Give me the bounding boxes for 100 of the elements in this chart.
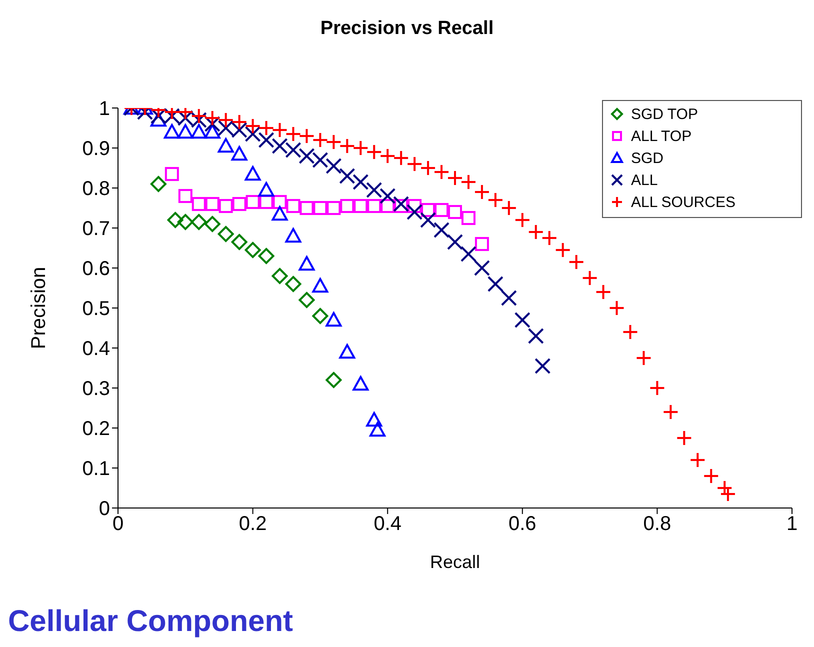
y-tick-label: 0.8: [82, 178, 110, 200]
y-axis-title: Precision: [28, 266, 50, 350]
point: [352, 140, 369, 156]
point: [164, 167, 179, 181]
point: [339, 344, 356, 359]
point: [204, 216, 220, 232]
point: [487, 276, 504, 292]
legend-label: ALL TOP: [631, 128, 692, 144]
point: [244, 118, 261, 134]
point: [380, 188, 396, 204]
point: [366, 412, 382, 427]
point: [636, 350, 652, 366]
point: [366, 182, 382, 198]
point: [339, 168, 356, 184]
point: [434, 203, 449, 217]
point: [164, 108, 180, 124]
point: [622, 324, 638, 340]
point: [258, 248, 274, 264]
point: [326, 134, 342, 150]
point: [150, 176, 166, 192]
point: [218, 112, 234, 128]
point: [204, 116, 220, 132]
point: [380, 199, 395, 213]
point: [272, 268, 288, 284]
y-tick-label: 0.4: [82, 338, 110, 360]
y-tick-label: 1: [98, 98, 110, 120]
point: [258, 132, 274, 148]
point: [380, 148, 396, 164]
x-tick-label: 0.4: [374, 513, 402, 536]
point: [394, 199, 408, 213]
point: [393, 196, 410, 212]
point: [272, 195, 287, 209]
point: [367, 199, 382, 213]
point: [298, 256, 315, 271]
x-axis-title: Recall: [430, 552, 480, 572]
point: [662, 404, 679, 420]
point: [204, 110, 220, 126]
point: [434, 222, 450, 238]
point: [177, 214, 194, 230]
point: [500, 290, 517, 306]
point: [408, 199, 422, 213]
point: [649, 380, 666, 396]
point: [164, 124, 180, 139]
point: [447, 234, 463, 250]
x-tick-label: 0.8: [643, 513, 672, 536]
y-tick-label: 0.3: [82, 378, 110, 400]
point: [298, 128, 315, 144]
point: [177, 110, 194, 126]
point: [514, 312, 530, 328]
point: [541, 230, 558, 246]
legend-label: SGD TOP: [631, 106, 698, 122]
point: [420, 212, 436, 228]
y-tick-label: 0.7: [82, 218, 110, 240]
y-tick-label: 0: [98, 498, 110, 520]
point: [231, 146, 248, 161]
point: [676, 430, 692, 446]
point: [246, 195, 260, 209]
point: [272, 122, 288, 138]
point: [204, 124, 220, 139]
text: Cellular Component: [8, 605, 294, 639]
point: [420, 160, 436, 176]
point: [528, 224, 544, 240]
point: [487, 192, 504, 208]
point: [244, 166, 261, 181]
point: [300, 201, 314, 215]
point: [285, 142, 302, 158]
point: [231, 122, 248, 138]
point: [534, 358, 551, 374]
point: [608, 300, 625, 316]
point: [554, 242, 571, 258]
point: [150, 108, 166, 124]
point: [406, 204, 423, 220]
point: [192, 197, 206, 211]
point: [285, 126, 302, 142]
point: [190, 214, 207, 230]
point: [312, 132, 328, 148]
point: [258, 182, 274, 197]
point: [313, 201, 328, 215]
point: [406, 156, 423, 172]
x-tick-label: 0.2: [238, 513, 267, 536]
y-tick-label: 0.5: [82, 298, 110, 320]
point: [298, 292, 315, 308]
point: [285, 276, 302, 292]
point: [474, 237, 489, 251]
point: [272, 206, 288, 221]
point: [259, 195, 274, 209]
point: [366, 144, 382, 160]
point: [340, 199, 354, 213]
point: [167, 212, 184, 228]
point: [258, 120, 274, 136]
point: [178, 189, 192, 203]
point: [177, 124, 194, 139]
point: [434, 164, 450, 180]
point: [461, 211, 476, 225]
point: [568, 254, 584, 270]
point: [393, 150, 410, 166]
point: [285, 228, 302, 243]
point: [448, 205, 462, 219]
point: [231, 234, 248, 250]
point: [272, 138, 288, 154]
